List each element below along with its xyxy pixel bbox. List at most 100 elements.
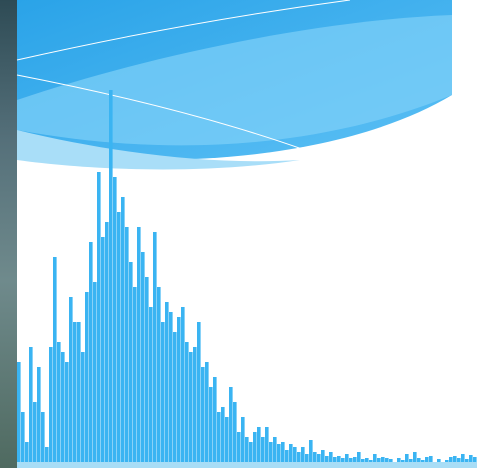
bar [109,90,113,462]
bar [309,440,313,462]
bar [41,412,45,462]
bar [285,450,289,462]
bar [405,454,409,462]
plot [17,90,477,462]
bar [105,222,109,462]
bar [73,322,77,462]
bar [369,460,373,462]
bar [237,432,241,462]
bar [453,456,457,462]
bar [233,402,237,462]
bar [149,307,153,462]
header-line [16,0,351,61]
header-line [16,74,306,151]
bar [349,458,353,462]
header-wave-light [17,15,452,146]
bar [337,456,341,462]
bar [61,352,65,462]
bar [249,442,253,462]
bar [225,417,229,462]
bar [57,342,61,462]
bar [29,347,33,462]
bar [257,427,261,462]
baseline-strip [17,462,477,468]
bar [161,322,165,462]
bar [205,362,209,462]
bar [137,227,141,462]
bar [117,212,121,462]
bar [121,197,125,462]
bar [269,442,273,462]
bar [21,412,25,462]
bar [65,362,69,462]
bar [353,457,357,462]
bar [181,307,185,462]
bar [281,442,285,462]
bar [101,237,105,462]
bar [325,456,329,462]
bar [193,347,197,462]
bar [461,454,465,462]
header-wave-pale [17,130,300,170]
bar [17,362,21,462]
bar [465,459,469,462]
bar [389,459,393,462]
bar [201,367,205,462]
bar [377,458,381,462]
bar [189,352,193,462]
bar [265,427,269,462]
bar [221,407,225,462]
bar [197,322,201,462]
bar [397,458,401,462]
bar [361,459,365,462]
bar [165,302,169,462]
bar [321,450,325,462]
bar [289,444,293,462]
bar [301,447,305,462]
bar [253,432,257,462]
bar [313,452,317,462]
bar [217,412,221,462]
bar [277,444,281,462]
bar [169,312,173,462]
bar [93,282,97,462]
bar [437,459,441,462]
bar [409,459,413,462]
bar [177,317,181,462]
bar [305,454,309,462]
bar [357,452,361,462]
bar [113,177,117,462]
bar [245,437,249,462]
bar [157,287,161,462]
bar [329,452,333,462]
bar [69,297,73,462]
bar [209,387,213,462]
bar [33,402,37,462]
bar [333,457,337,462]
bar [445,460,449,462]
bar [261,437,265,462]
bar [53,257,57,462]
bar [429,456,433,462]
bar [345,454,349,462]
bar [77,322,81,462]
bar [457,458,461,462]
bar [153,232,157,462]
bar [49,347,53,462]
bar [317,454,321,462]
bar [293,447,297,462]
bar [81,352,85,462]
bar [421,460,425,462]
bar [45,447,49,462]
bar [213,377,217,462]
bar [401,460,405,462]
bar [129,262,133,462]
bar [85,292,89,462]
bar [125,227,129,462]
bar [425,457,429,462]
bar [25,442,29,462]
bar [381,457,385,462]
bar [297,452,301,462]
bar [365,458,369,462]
